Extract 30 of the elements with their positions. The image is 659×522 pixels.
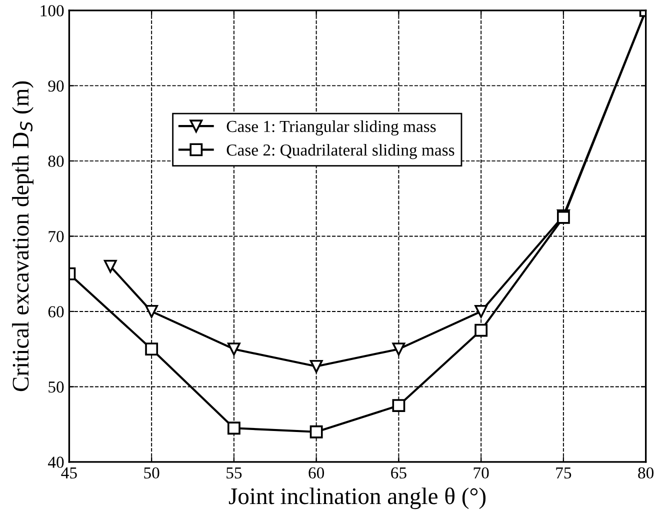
x-tick-label: 60 bbox=[308, 467, 324, 479]
x-tick-label: 55 bbox=[226, 467, 242, 479]
y-axis-title: Critical excavation depth D$_{S}$ (m) bbox=[12, 81, 34, 392]
point bbox=[227, 342, 240, 356]
x-tick-label: 50 bbox=[144, 467, 160, 479]
point bbox=[474, 324, 488, 337]
x-axis-title: Joint inclination angle θ (°) bbox=[228, 488, 486, 510]
x-tick-label: 75 bbox=[556, 467, 572, 479]
y-tick-label: 90 bbox=[48, 80, 64, 92]
y-tick-label: 60 bbox=[48, 306, 64, 318]
y-tick-label: 100 bbox=[40, 5, 64, 16]
point bbox=[310, 425, 323, 438]
point bbox=[145, 342, 158, 356]
point bbox=[227, 422, 240, 435]
x-tick-label: 45 bbox=[61, 467, 77, 479]
y-tick-label: 50 bbox=[48, 381, 64, 393]
point bbox=[104, 260, 117, 273]
y-tick-label: 80 bbox=[48, 156, 64, 167]
point bbox=[392, 399, 406, 412]
point bbox=[310, 360, 323, 373]
x-tick-label: 70 bbox=[474, 467, 489, 479]
x-tick-label: 80 bbox=[638, 467, 654, 479]
y-tick-label: 40 bbox=[48, 456, 64, 468]
legend-label: Case 2: Quadrilateral sliding mass bbox=[226, 144, 454, 160]
x-tick-label: 65 bbox=[391, 467, 406, 479]
point bbox=[392, 342, 406, 356]
y-tick-label: 70 bbox=[48, 230, 64, 242]
point bbox=[145, 305, 158, 318]
point bbox=[474, 305, 488, 318]
legend-label: Case 1: Triangular sliding mass bbox=[226, 120, 436, 136]
